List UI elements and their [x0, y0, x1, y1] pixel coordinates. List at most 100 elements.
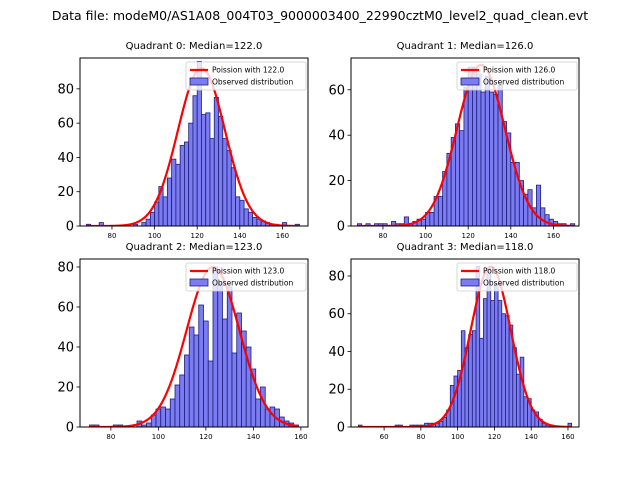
histogram-bar — [468, 334, 473, 427]
axes-frame — [79, 57, 309, 227]
histogram-bar — [493, 93, 499, 226]
subplot-quadrant-3: Quadrant 3: Median=118.0 60 80 100 120 140 160… — [328, 242, 580, 441]
histogram-bar — [535, 184, 542, 226]
histogram-bar — [165, 408, 171, 427]
histogram-bar — [222, 318, 228, 427]
poisson-curve — [358, 265, 572, 427]
plot-area — [356, 63, 576, 226]
histogram-bar — [494, 283, 499, 427]
legend-box — [456, 61, 578, 91]
legend-label-observed: Observed distribution — [483, 78, 564, 87]
x-tick-label: 160 — [294, 433, 307, 441]
y-tick-label: 40 — [328, 345, 345, 360]
legend-label-observed: Observed distribution — [212, 279, 293, 288]
histogram-bar — [193, 334, 200, 427]
y-tick-label: 0 — [66, 421, 74, 436]
plot-area — [85, 61, 300, 226]
histogram-bar — [188, 326, 195, 427]
legend-box — [456, 262, 578, 292]
legend-label-observed: Observed distribution — [212, 78, 293, 87]
histogram-bar — [544, 214, 550, 226]
histogram-bar — [235, 196, 241, 226]
axes-frame — [79, 258, 309, 428]
plot-area — [89, 265, 299, 427]
legend-bar-swatch — [189, 278, 209, 287]
figure-suptitle: Data file: modeM0/AS1A08_004T03_90000034… — [51, 8, 589, 23]
y-tick-label: 80 — [57, 82, 74, 97]
y-tick-label: 60 — [328, 307, 345, 322]
histogram-bar — [356, 223, 363, 226]
y-tick-label: 20 — [328, 383, 345, 398]
histogram-bar — [198, 304, 204, 427]
histogram-bar — [141, 222, 147, 226]
y-tick-label: 80 — [57, 261, 74, 276]
y-tick-label: 20 — [328, 174, 345, 189]
subplot-quadrant-0: Quadrant 0: Median=122.0 80 100 120 140 160 0 2… — [57, 41, 309, 240]
y-tick-label: 40 — [328, 129, 345, 144]
histogram-bar — [501, 121, 507, 226]
histogram-bar — [250, 368, 257, 427]
histogram-bar — [516, 373, 521, 427]
histogram-bar — [175, 163, 181, 226]
histogram-bar — [230, 167, 236, 226]
axes-frame — [350, 57, 580, 227]
x-tick-label: 80 — [106, 433, 115, 441]
x-tick-label: 80 — [416, 433, 425, 441]
x-tick-label: 100 — [451, 433, 464, 441]
histogram-bar — [567, 422, 573, 427]
subplot-title: Quadrant 0: Median=122.0 — [126, 41, 263, 52]
y-tick-label: 80 — [328, 269, 345, 284]
histogram-bar — [455, 123, 461, 226]
histogram-bar — [213, 97, 219, 226]
histogram-bar — [154, 201, 160, 226]
histogram-bar — [209, 138, 215, 226]
histogram-bar — [239, 199, 245, 226]
histogram-bar — [442, 417, 448, 427]
x-tick-label: 60 — [380, 433, 389, 441]
histogram-bar — [460, 330, 466, 427]
subplot-quadrant-1: Quadrant 1: Median=126.0 80 100 120 140 160 0 2… — [328, 41, 580, 240]
y-tick-label: 40 — [57, 341, 74, 356]
histogram-bar — [132, 223, 138, 226]
histogram-bar — [471, 330, 477, 427]
legend-label-poisson: Poission with 118.0 — [483, 267, 556, 276]
histogram-bar — [365, 223, 371, 226]
histogram-bar — [476, 73, 482, 226]
histogram-bar — [482, 298, 488, 427]
histogram-bar — [438, 420, 444, 427]
histogram-bar — [260, 386, 266, 427]
x-tick-label: 80 — [379, 232, 388, 240]
histogram-bar — [188, 122, 194, 226]
y-tick-label: 60 — [328, 83, 345, 98]
y-tick-label: 0 — [337, 220, 345, 235]
legend: Poission with 122.0 Observed distribution — [185, 61, 307, 91]
histogram-bar — [171, 158, 177, 226]
histogram-bar — [231, 352, 238, 427]
subplot-quadrant-2: Quadrant 2: Median=123.0 80 100 120 140 160 0 2… — [57, 242, 309, 441]
histogram-bar — [459, 130, 465, 226]
histogram-bar — [501, 313, 506, 427]
legend-bar-swatch — [460, 77, 480, 86]
histogram-bar — [162, 196, 168, 226]
histogram-bar — [203, 320, 209, 427]
legend-label-observed: Observed distribution — [483, 279, 564, 288]
histogram-bar — [243, 208, 249, 226]
x-tick-label: 140 — [247, 433, 260, 441]
y-tick-label: 0 — [337, 421, 345, 436]
histogram-bar — [505, 315, 510, 427]
legend-box — [185, 61, 307, 91]
x-tick-label: 160 — [547, 232, 560, 240]
histogram-bar — [149, 211, 155, 226]
plot-area — [357, 265, 573, 427]
histogram-bar — [467, 66, 473, 226]
histogram-bar — [226, 150, 232, 226]
subplot-title: Quadrant 1: Median=126.0 — [397, 41, 534, 52]
subplot-title: Quadrant 3: Median=118.0 — [397, 242, 534, 253]
histogram-bar — [490, 300, 495, 427]
x-tick-label: 160 — [276, 232, 289, 240]
histogram-bar — [207, 360, 214, 427]
poisson-curve — [89, 265, 299, 427]
histogram-bar — [437, 196, 444, 226]
axes-frame — [350, 258, 580, 428]
